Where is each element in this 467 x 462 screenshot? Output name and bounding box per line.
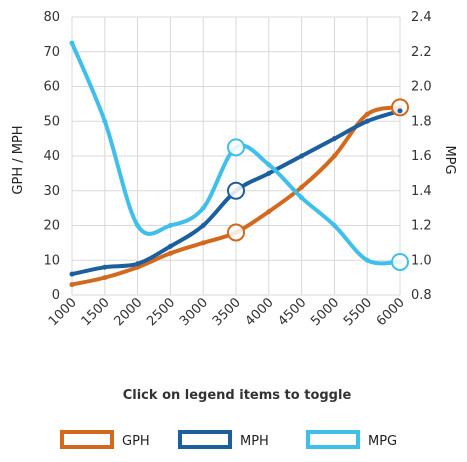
x-tick-label: 3000 bbox=[177, 295, 211, 329]
series-line-mpg bbox=[70, 41, 402, 266]
y2-tick-label: 1.8 bbox=[411, 114, 432, 129]
series-markers bbox=[69, 40, 409, 288]
data-point-gph bbox=[299, 184, 305, 190]
legend-swatch-mpg bbox=[306, 430, 360, 449]
y-tick-label: 80 bbox=[43, 10, 60, 25]
legend-label-mph: MPH bbox=[240, 434, 269, 449]
y-tick-label: 60 bbox=[43, 80, 60, 95]
data-point-mph bbox=[200, 223, 206, 228]
x-tick-label: 4000 bbox=[243, 295, 277, 329]
x-tick-label: 2500 bbox=[144, 295, 178, 329]
data-point-mpg bbox=[102, 118, 108, 124]
y-tick-label: 0 bbox=[52, 288, 60, 303]
highlight-marker-gph[interactable] bbox=[391, 98, 409, 117]
data-point-mpg bbox=[299, 195, 305, 201]
y2-tick-label: 2.0 bbox=[411, 80, 432, 95]
data-point-mpg bbox=[266, 162, 272, 168]
data-point-gph bbox=[331, 153, 337, 159]
data-point-mph bbox=[299, 153, 305, 159]
data-point-gph bbox=[364, 111, 370, 117]
legend-swatch-gph bbox=[60, 430, 114, 449]
data-point-gph bbox=[69, 282, 75, 288]
y-tick-label: 50 bbox=[43, 114, 60, 129]
data-point-mpg bbox=[167, 223, 173, 228]
x-tick-label: 1500 bbox=[79, 295, 113, 329]
data-point-mph bbox=[135, 261, 141, 267]
x-tick-label: 3500 bbox=[210, 295, 244, 329]
data-point-mph bbox=[102, 264, 108, 270]
y2-tick-label: 1.2 bbox=[411, 219, 432, 234]
chart-caption: Click on legend items to toggle bbox=[123, 388, 352, 403]
left-axis-ticks: 0 10 20 30 40 50 60 70 80 bbox=[43, 10, 60, 303]
data-point-gph bbox=[167, 250, 173, 256]
y-tick-label: 40 bbox=[43, 149, 60, 164]
data-point-mpg bbox=[364, 257, 370, 263]
x-tick-label: 5000 bbox=[308, 295, 342, 329]
x-axis-ticks: 1000150020002500300035004000450050005500… bbox=[46, 295, 408, 329]
data-point-gph bbox=[102, 275, 108, 281]
legend-item-gph[interactable]: GPH bbox=[60, 430, 150, 449]
legend: GPH MPH MPG bbox=[60, 430, 397, 449]
y-tick-label: 10 bbox=[43, 253, 60, 268]
x-tick-label: 6000 bbox=[374, 295, 408, 329]
legend-item-mph[interactable]: MPH bbox=[178, 430, 269, 449]
legend-label-gph: GPH bbox=[122, 434, 150, 449]
data-point-mph bbox=[69, 271, 75, 277]
data-point-mph bbox=[167, 243, 173, 249]
data-point-mpg bbox=[135, 223, 141, 228]
x-tick-label: 2000 bbox=[111, 295, 145, 329]
data-point-gph bbox=[200, 240, 206, 246]
legend-item-mpg[interactable]: MPG bbox=[306, 430, 397, 449]
y2-tick-label: 1.0 bbox=[411, 253, 432, 268]
legend-label-mpg: MPG bbox=[368, 434, 397, 449]
y2-tick-label: 1.6 bbox=[411, 149, 432, 164]
data-point-mpg bbox=[69, 40, 75, 46]
data-point-mph bbox=[397, 108, 403, 114]
y-tick-label: 20 bbox=[43, 219, 60, 234]
data-point-mph bbox=[331, 136, 337, 142]
data-point-mpg bbox=[200, 205, 206, 211]
highlight-marker-mph[interactable] bbox=[227, 181, 245, 200]
y-tick-label: 70 bbox=[43, 45, 60, 60]
data-point-gph bbox=[135, 264, 141, 270]
y2-tick-label: 2.2 bbox=[411, 45, 432, 60]
x-tick-label: 4500 bbox=[275, 295, 309, 329]
y2-tick-label: 0.8 bbox=[411, 288, 432, 303]
right-axis-ticks: 0.8 1.0 1.2 1.4 1.6 1.8 2.0 2.2 2.4 bbox=[411, 10, 432, 303]
legend-swatch-mph bbox=[178, 430, 232, 449]
y2-axis-title: MPG bbox=[442, 145, 457, 174]
x-tick-label: 5500 bbox=[341, 295, 375, 329]
data-point-mpg bbox=[331, 223, 337, 228]
highlight-marker-gph[interactable] bbox=[227, 223, 245, 242]
data-point-mph bbox=[364, 118, 370, 124]
highlight-marker-mpg[interactable] bbox=[227, 138, 245, 157]
y-axis-title: GPH / MPH bbox=[11, 125, 26, 194]
data-point-gph bbox=[266, 209, 272, 215]
highlight-marker-mpg[interactable] bbox=[391, 252, 409, 271]
y2-tick-label: 1.4 bbox=[411, 184, 432, 199]
data-point-mph bbox=[266, 170, 272, 176]
y2-tick-label: 2.4 bbox=[411, 10, 432, 25]
y-tick-label: 30 bbox=[43, 184, 60, 199]
